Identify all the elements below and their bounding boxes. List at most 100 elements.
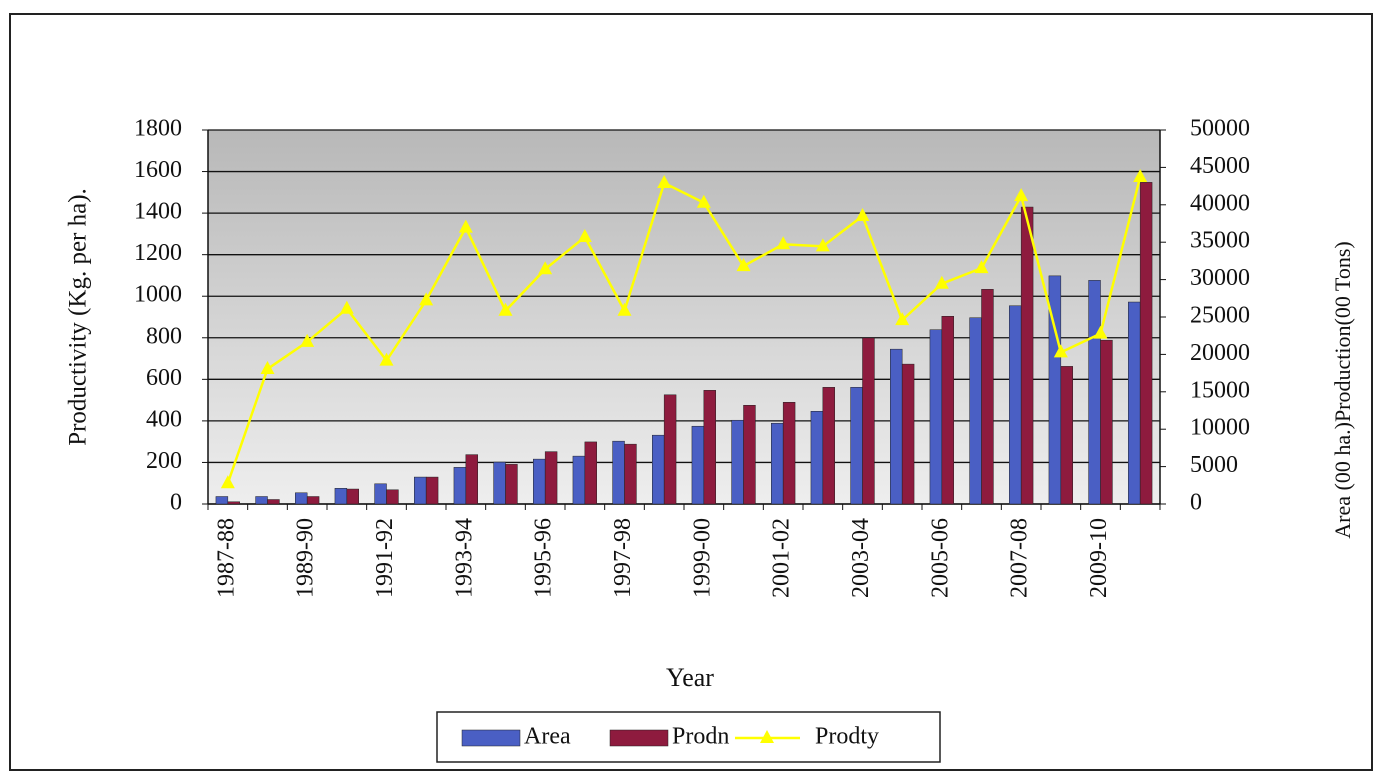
y-axis-label: Productivity (Kg. per ha). [65, 188, 92, 446]
marker [657, 174, 672, 188]
bar [255, 496, 268, 505]
y2-tick-label: 45000 [1190, 153, 1250, 179]
bar [981, 289, 994, 505]
bar [691, 425, 705, 505]
bar [929, 329, 943, 505]
bar [1088, 280, 1101, 505]
bar [652, 434, 665, 505]
legend [436, 711, 941, 763]
marker [974, 260, 989, 274]
bar [771, 422, 784, 505]
bar [386, 489, 399, 505]
x-tick-label: 1995-96 [531, 518, 557, 598]
y2-tick-label: 50000 [1190, 116, 1250, 142]
bar [267, 499, 280, 505]
bar [850, 387, 863, 505]
marker [736, 258, 751, 272]
x-tick-label: 2007-08 [1007, 518, 1033, 598]
x-tick-label: 2001-02 [769, 518, 795, 598]
bar [810, 410, 824, 505]
x-tick-label: 1999-00 [689, 518, 715, 598]
marker [300, 333, 315, 347]
x-tick-label: 1987-88 [213, 518, 239, 598]
bar [1100, 339, 1113, 505]
marker [1053, 344, 1068, 358]
y2-tick-label: 30000 [1190, 265, 1250, 291]
marker [815, 238, 830, 252]
marker [855, 208, 870, 222]
marker [895, 312, 910, 326]
y2-axis-label: Area (00 ha.)Production(00 Tons) [1330, 241, 1355, 538]
bar [227, 501, 240, 505]
line [226, 176, 1142, 484]
bar [731, 419, 744, 505]
marker [1014, 188, 1029, 202]
y2-tick-label: 40000 [1190, 190, 1250, 216]
y2-tick-label: 10000 [1190, 415, 1250, 441]
bar [295, 492, 308, 505]
y-tick-label: 200 [146, 448, 182, 474]
y-tick-label: 1000 [134, 282, 182, 308]
x-tick-label: 2003-04 [848, 518, 874, 598]
bar [572, 455, 586, 505]
bar [822, 387, 835, 505]
y2-tick-label: 15000 [1190, 377, 1250, 403]
x-tick-label: 1997-98 [610, 518, 636, 598]
x-tick-label: 1993-94 [451, 518, 477, 598]
legend-swatch [461, 729, 521, 747]
legend-label: Prodn [672, 724, 729, 750]
y-tick-label: 0 [170, 490, 182, 516]
bar [505, 464, 518, 505]
marker [696, 194, 711, 208]
bar [414, 476, 427, 505]
bar [1139, 182, 1153, 505]
y2-tick-label: 5000 [1190, 452, 1238, 478]
marker [379, 352, 394, 366]
bar [862, 337, 875, 505]
bar [306, 496, 320, 505]
x-tick-label: 1989-90 [293, 518, 319, 598]
legend-marker [760, 730, 774, 743]
bar [612, 440, 625, 505]
marker [419, 292, 434, 306]
bar [1020, 206, 1034, 505]
marker [934, 275, 949, 289]
marker [776, 236, 791, 250]
y-tick-label: 1800 [134, 116, 182, 142]
bar [334, 488, 348, 505]
bar [465, 454, 478, 505]
x-tick-label: 2009-10 [1086, 518, 1112, 598]
y2-tick-label: 25000 [1190, 303, 1250, 329]
legend-label: Area [524, 724, 571, 750]
marker [617, 302, 632, 316]
bar [663, 394, 677, 505]
bar [901, 363, 915, 505]
bar [703, 390, 716, 505]
x-axis-label: Year [666, 663, 714, 692]
bar [584, 441, 597, 505]
marker [339, 300, 354, 314]
marker [1133, 168, 1148, 182]
legend-label: Prodty [815, 724, 879, 750]
bar [1009, 305, 1022, 505]
bar [941, 316, 954, 505]
y-tick-label: 600 [146, 365, 182, 391]
bar [624, 443, 637, 505]
marker [498, 302, 513, 316]
y-tick-label: 800 [146, 323, 182, 349]
bar [782, 402, 796, 505]
y-tick-label: 1600 [134, 157, 182, 183]
bar [453, 467, 467, 505]
marker [1093, 325, 1108, 339]
bar [493, 461, 506, 505]
bar [743, 405, 756, 505]
marker [220, 475, 235, 489]
bar [215, 496, 229, 505]
y2-tick-label: 0 [1190, 490, 1202, 516]
bar [533, 458, 546, 505]
bar [890, 348, 903, 505]
legend-swatch [609, 729, 669, 747]
marker [458, 219, 473, 233]
bar [1060, 366, 1073, 505]
